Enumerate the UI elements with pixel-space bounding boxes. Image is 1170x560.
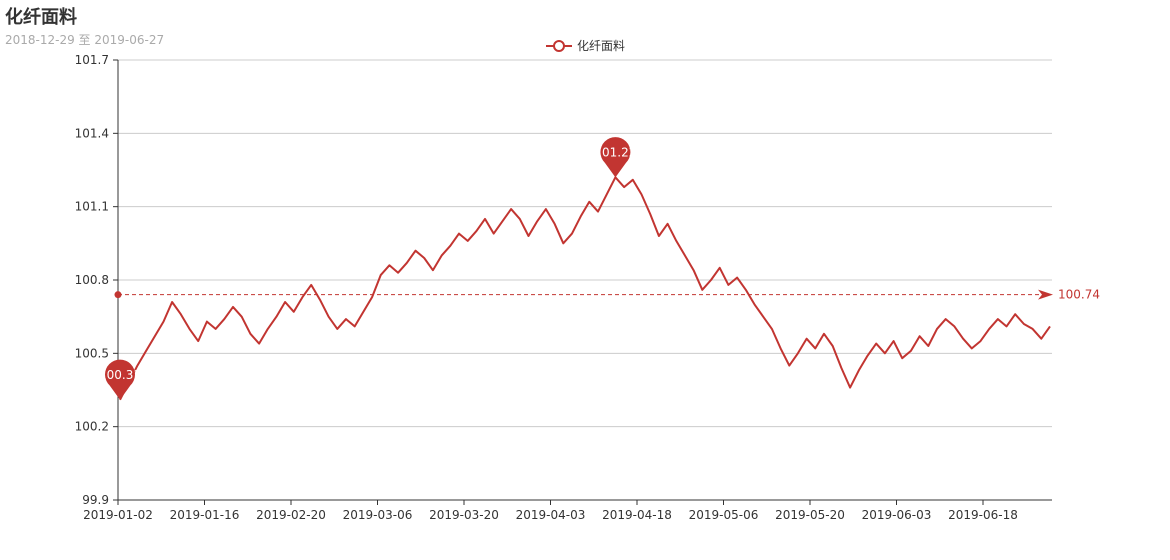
series-layer [119, 176, 1051, 401]
max-pin-label: 101.22 [594, 145, 636, 159]
max-pin [600, 137, 631, 178]
mark-layer: 100.74 100.31 101.22 [99, 137, 1100, 400]
axes: 99.9 100.2 100.5 100.8 101.1 101.4 101.7 2019-0… [75, 53, 1052, 522]
min-pin-label: 100.31 [99, 368, 141, 382]
y-tick-label-0: 99.9 [82, 493, 109, 507]
y-tick-label-4: 101.1 [75, 200, 109, 214]
legend-symbol [553, 40, 565, 52]
y-tick-label-6: 101.7 [75, 53, 109, 67]
y-tick-label-2: 100.5 [75, 346, 109, 360]
x-tick-label-4: 2019-03-20 [429, 508, 499, 522]
x-tick-label-8: 2019-05-20 [775, 508, 845, 522]
x-tick-label-7: 2019-05-06 [689, 508, 759, 522]
average-line-label: 100.74 [1058, 288, 1100, 302]
series-line [119, 176, 1051, 401]
chart-subtitle: 2018-12-29 至 2019-06-27 [5, 33, 165, 47]
y-tick-label-3: 100.8 [75, 273, 109, 287]
x-tick-label-5: 2019-04-03 [516, 508, 586, 522]
min-pin [105, 359, 135, 400]
x-tick-label-9: 2019-06-03 [862, 508, 932, 522]
y-tick-label-1: 100.2 [75, 420, 109, 434]
average-line-arrow [1038, 289, 1053, 300]
y-tick-label-5: 101.4 [75, 126, 109, 140]
legend-label: 化纤面料 [577, 39, 625, 53]
x-tick-label-10: 2019-06-18 [948, 508, 1018, 522]
x-tick-label-2: 2019-02-20 [256, 508, 326, 522]
grid-lines [118, 59, 1052, 501]
x-tick-label-1: 2019-01-16 [170, 508, 240, 522]
legend[interactable]: 化纤面料 [546, 39, 625, 53]
x-tick-label-0: 2019-01-02 [83, 508, 153, 522]
chart-title: 化纤面料 [5, 7, 77, 28]
x-tick-label-3: 2019-03-06 [343, 508, 413, 522]
x-tick-label-6: 2019-04-18 [602, 508, 672, 522]
